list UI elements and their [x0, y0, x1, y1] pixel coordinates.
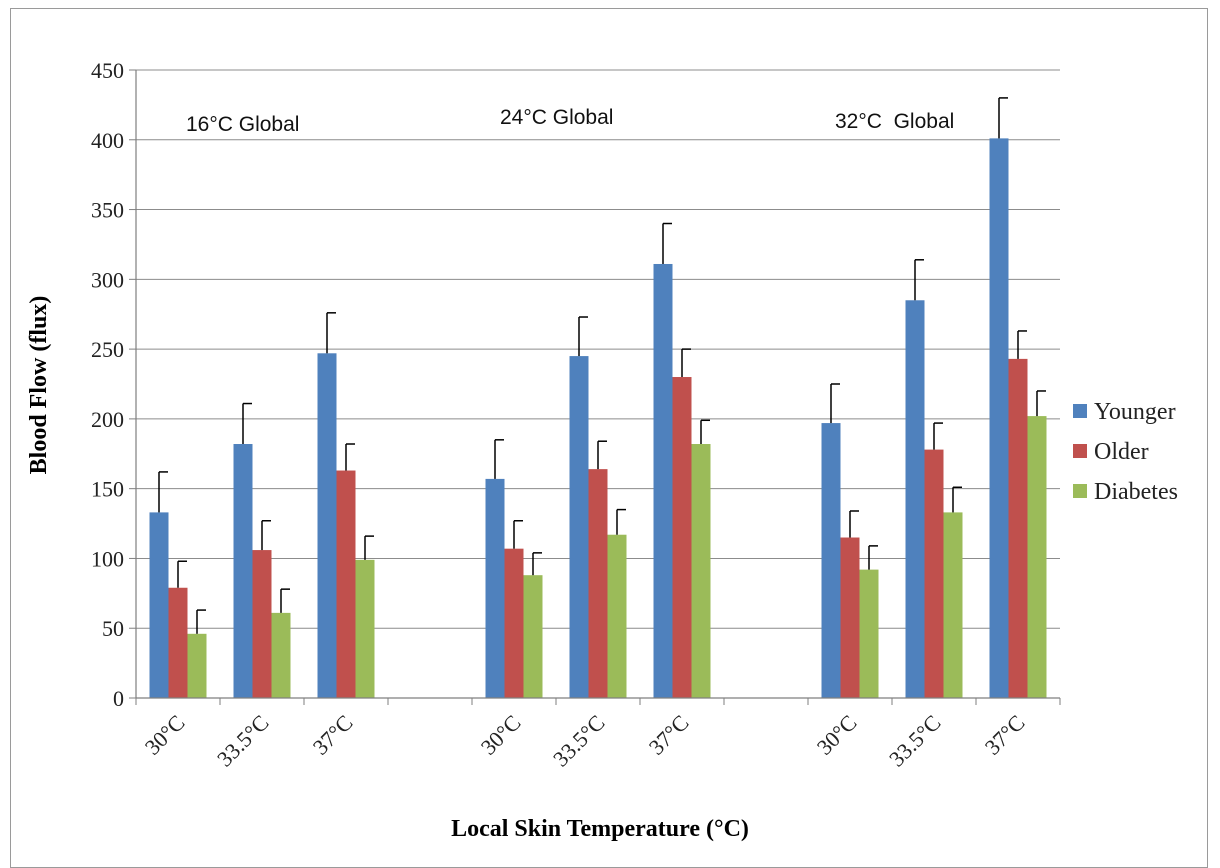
y-tick-label: 150	[91, 477, 124, 502]
bar-diabetes-4	[523, 575, 543, 698]
bar-chart: 0 50 100 150 200 250 300 350 400 450 30°C 33.5°C 37…	[26, 58, 1178, 842]
bar-diabetes-8	[943, 512, 963, 698]
x-tick-label: 37°C	[980, 710, 1030, 760]
group-label-1: 16°C Global	[186, 113, 299, 136]
bar-younger-1	[149, 512, 169, 698]
bar-diabetes-6	[691, 444, 711, 698]
y-axis-title: Blood Flow (flux)	[26, 296, 52, 475]
bar-younger-8	[905, 300, 925, 698]
group-label-2: 24°C Global	[500, 106, 613, 129]
bar-younger-7	[821, 423, 841, 698]
bar-older-2	[252, 550, 272, 698]
x-axis-title: Local Skin Temperature (°C)	[451, 816, 749, 842]
bar-diabetes-1	[187, 633, 207, 698]
x-tick-label: 30°C	[812, 710, 862, 760]
legend-swatch-older	[1073, 444, 1087, 458]
bar-older-6	[672, 377, 692, 698]
y-tick-label: 450	[91, 58, 124, 83]
x-tick-label: 33.5°C	[212, 710, 274, 772]
y-tick-label: 250	[91, 337, 124, 362]
y-tick-label: 400	[91, 128, 124, 153]
bar-younger-9	[989, 138, 1009, 699]
legend: Younger Older Diabetes	[1073, 399, 1178, 505]
legend-label-younger: Younger	[1094, 399, 1176, 425]
bar-older-4	[504, 548, 524, 698]
bar-older-9	[1008, 358, 1028, 698]
y-tick-label: 50	[102, 616, 124, 641]
bar-younger-3	[317, 353, 337, 698]
bar-younger-5	[569, 356, 589, 698]
bar-older-8	[924, 449, 944, 698]
bars	[149, 97, 1047, 699]
legend-swatch-younger	[1073, 404, 1087, 418]
y-tick-label: 300	[91, 267, 124, 292]
bar-diabetes-7	[859, 569, 879, 698]
bar-diabetes-2	[271, 612, 291, 698]
legend-label-older: Older	[1094, 439, 1149, 465]
y-tick-label: 0	[113, 686, 124, 711]
y-tick-label: 100	[91, 546, 124, 571]
x-tick-label: 30°C	[140, 710, 190, 760]
bar-older-3	[336, 470, 356, 698]
bar-diabetes-5	[607, 534, 627, 698]
x-tick-label: 33.5°C	[884, 710, 946, 772]
x-tick-label: 37°C	[644, 710, 694, 760]
x-tick-label: 37°C	[308, 710, 358, 760]
x-axis: 30°C 33.5°C 37°C 30°C 33.5°C 37°C 30°C 33.5°C 37…	[135, 697, 1061, 772]
group-labels: 16°C Global 24°C Global 32°C Global	[186, 106, 954, 136]
bar-younger-2	[233, 444, 253, 698]
bar-older-1	[168, 587, 188, 698]
x-tick-label: 30°C	[476, 710, 526, 760]
bar-diabetes-3	[355, 559, 375, 698]
group-label-3: 32°C Global	[835, 110, 954, 133]
y-tick-label: 350	[91, 198, 124, 223]
x-tick-label: 33.5°C	[548, 710, 610, 772]
bar-diabetes-9	[1027, 416, 1047, 698]
legend-label-diabetes: Diabetes	[1094, 479, 1178, 505]
bar-younger-6	[653, 263, 673, 698]
bar-older-5	[588, 469, 608, 698]
y-tick-label: 200	[91, 407, 124, 432]
bar-younger-4	[485, 478, 505, 698]
y-axis: 0 50 100 150 200 250 300 350 400 450	[91, 58, 137, 711]
legend-swatch-diabetes	[1073, 484, 1087, 498]
bar-older-7	[840, 537, 860, 698]
